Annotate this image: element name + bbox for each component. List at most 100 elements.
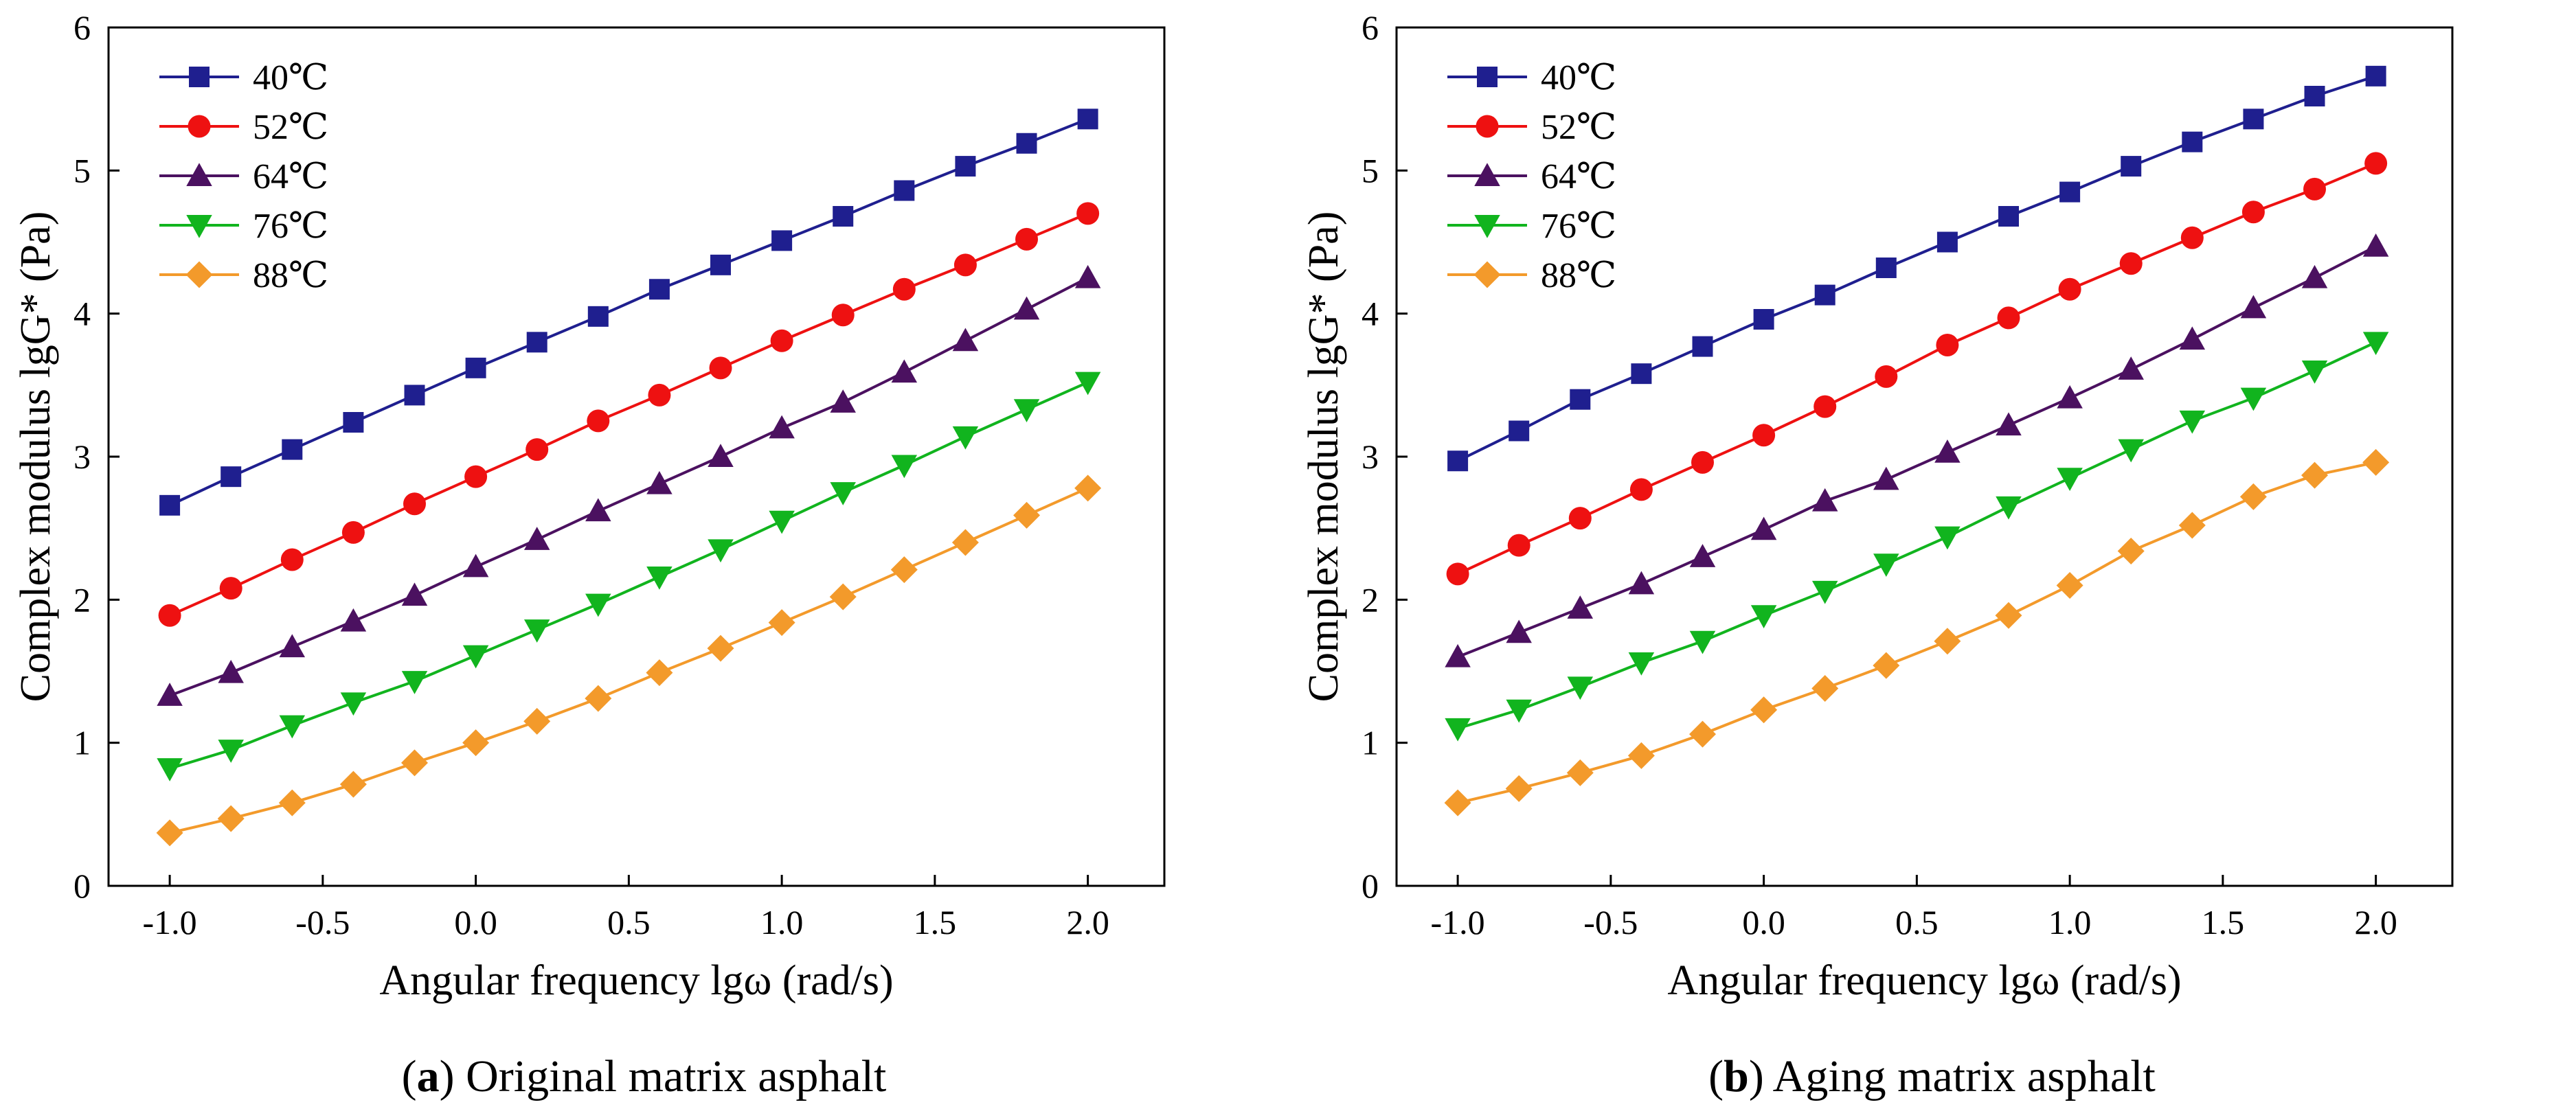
data-point-4-8 — [1934, 628, 1961, 655]
data-point-1-6 — [526, 438, 549, 461]
series-line-2 — [169, 276, 1089, 697]
data-point-0-12 — [2182, 131, 2203, 152]
data-point-4-8 — [646, 659, 673, 687]
data-point-3-11 — [2118, 439, 2144, 463]
data-point-2-11 — [830, 389, 856, 413]
data-point-2-15 — [1074, 264, 1101, 288]
data-point-4-1 — [217, 805, 245, 832]
data-point-1-14 — [2303, 177, 2327, 201]
data-point-4-4 — [1689, 720, 1717, 748]
legend-label-3: 76℃ — [1541, 207, 1616, 246]
data-point-1-6 — [1814, 395, 1837, 418]
data-point-2-6 — [1811, 488, 1838, 512]
series-line-0 — [169, 117, 1089, 507]
data-point-1-12 — [2180, 226, 2204, 249]
data-point-2-8 — [646, 470, 673, 494]
caption-b-text: ) Aging matrix asphalt — [1748, 1051, 2156, 1101]
data-point-1-2 — [280, 548, 304, 571]
y-tick-label: 6 — [1362, 8, 1379, 47]
data-point-3-5 — [1750, 605, 1777, 628]
series-line-3 — [169, 380, 1089, 770]
data-point-1-4 — [403, 492, 427, 516]
data-point-4-0 — [1444, 789, 1471, 816]
series-1 — [1446, 152, 2388, 586]
data-point-3-4 — [1689, 630, 1716, 654]
data-point-4-10 — [768, 609, 795, 637]
legend-label-1: 52℃ — [253, 108, 328, 147]
data-point-4-14 — [2301, 461, 2329, 489]
data-point-4-9 — [1995, 602, 2022, 629]
data-point-4-5 — [462, 729, 490, 757]
data-point-0-11 — [833, 206, 854, 227]
series-0 — [1447, 65, 2386, 472]
data-point-3-8 — [646, 567, 673, 590]
x-tick-label: 1.0 — [760, 903, 804, 941]
data-point-1-15 — [2364, 152, 2388, 175]
data-point-0-7 — [1875, 258, 1897, 278]
y-tick-label: 5 — [1362, 151, 1379, 190]
data-point-4-15 — [1074, 475, 1102, 502]
series-0 — [159, 108, 1098, 516]
data-point-0-8 — [1936, 231, 1958, 253]
data-point-2-14 — [2301, 264, 2328, 288]
data-point-0-9 — [1998, 206, 2020, 227]
data-point-4-7 — [585, 685, 612, 712]
data-point-2-0 — [157, 683, 183, 706]
data-point-0-4 — [404, 385, 425, 406]
data-point-3-10 — [769, 510, 795, 534]
caption-b: (b) Aging matrix asphalt — [1708, 1051, 2156, 1101]
data-point-2-12 — [2179, 326, 2206, 350]
series-line-4 — [1457, 461, 2377, 805]
data-point-1-7 — [1875, 365, 1898, 388]
data-point-3-15 — [1074, 372, 1101, 396]
legend-label-0: 40℃ — [253, 58, 328, 98]
legend-marker-4 — [185, 261, 213, 288]
y-tick-label: 0 — [74, 867, 91, 905]
data-point-3-9 — [1996, 496, 2022, 520]
legend-label-4: 88℃ — [1541, 256, 1616, 295]
data-point-2-11 — [2118, 356, 2144, 380]
series-1 — [158, 202, 1100, 627]
x-tick-label: -1.0 — [143, 903, 197, 941]
x-tick-label: -0.5 — [295, 903, 350, 941]
data-point-3-0 — [157, 758, 183, 781]
data-point-2-2 — [1567, 595, 1594, 619]
legend-marker-3 — [1474, 215, 1500, 238]
data-point-1-5 — [464, 465, 488, 488]
chart-b-svg: 0 1 2 3 4 5 6 -1.0 -0.5 0.0 0.5 1.0 1.5 2.0 Angular fr… — [1300, 8, 2454, 1004]
data-point-3-13 — [2240, 387, 2267, 411]
data-point-2-4 — [401, 582, 428, 606]
legend-label-2: 64℃ — [1541, 157, 1616, 196]
data-point-3-7 — [1873, 553, 1899, 577]
data-point-0-5 — [465, 357, 486, 378]
data-point-0-14 — [2304, 86, 2325, 106]
data-point-4-1 — [1505, 775, 1533, 802]
x-tick-label: 0.5 — [1895, 903, 1939, 941]
data-point-4-3 — [339, 770, 367, 798]
data-point-0-6 — [1814, 284, 1835, 306]
data-point-3-5 — [462, 645, 489, 669]
x-tick-label: -0.5 — [1583, 903, 1638, 941]
data-point-2-15 — [2362, 233, 2389, 257]
caption-a: (a) Original matrix asphalt — [401, 1051, 887, 1101]
data-point-2-9 — [708, 444, 734, 467]
series-3 — [1445, 332, 2389, 742]
data-point-0-9 — [710, 254, 732, 275]
data-point-1-2 — [1568, 507, 1592, 530]
data-point-0-15 — [2365, 65, 2386, 87]
data-point-2-1 — [218, 659, 244, 683]
data-point-3-4 — [401, 671, 428, 694]
x-tick-label: 0.0 — [1742, 903, 1785, 941]
data-point-4-6 — [523, 707, 551, 735]
data-point-1-1 — [1507, 534, 1530, 557]
x-tick-label: 1.5 — [2202, 903, 2245, 941]
x-axis-label: Angular frequency lgω (rad/s) — [1667, 957, 2181, 1004]
data-point-4-0 — [156, 819, 183, 847]
data-point-1-13 — [953, 253, 977, 277]
data-point-1-7 — [587, 409, 610, 433]
data-point-4-12 — [890, 556, 918, 584]
data-point-4-9 — [707, 635, 734, 662]
data-point-1-3 — [1629, 478, 1653, 501]
series-2 — [1445, 233, 2389, 667]
data-point-0-12 — [894, 180, 915, 201]
